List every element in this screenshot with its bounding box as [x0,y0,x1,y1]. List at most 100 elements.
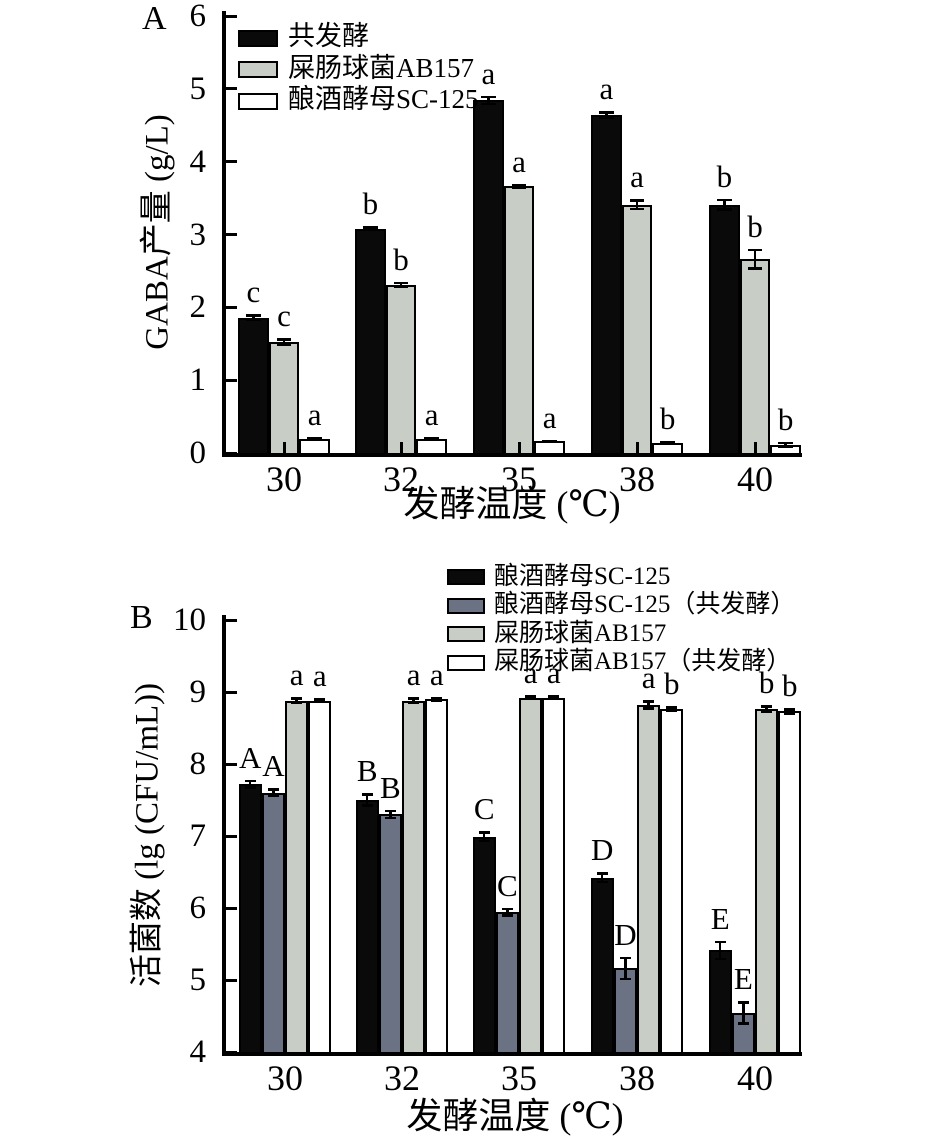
y-axis-tick [226,762,237,766]
error-bar-cap-top [511,183,527,187]
y-axis-line [222,615,226,1056]
significance-letter: a [630,159,644,195]
error-bar-cap-top [525,695,537,698]
error-bar-cap-top [599,111,614,114]
bar [261,792,285,1054]
significance-letter: A [238,739,262,775]
legend-swatch [447,654,485,671]
x-tick-label: 32 [383,459,419,499]
error-bar-line [753,249,757,269]
error-bar-cap-bottom [596,880,608,884]
error-bar-line [252,315,255,320]
error-bar-cap-bottom [501,914,513,917]
significance-letter: a [542,399,557,435]
significance-letter: b [362,186,379,222]
error-bar-line [282,339,286,346]
error-bar-cap-bottom [267,794,279,798]
error-bar-cap-bottom [291,701,303,704]
significance-letter: B [356,753,378,789]
error-bar-cap-top [246,314,261,317]
bar [590,877,614,1054]
error-bar-cap-bottom [761,710,773,714]
legend-label: 酿酒酵母SC-125 [494,562,671,590]
error-bar-cap-bottom [666,709,678,713]
y-tick-label: 5 [189,70,207,107]
y-tick-label: 1 [189,362,207,399]
x-axis-tick [517,442,521,453]
significance-letter: a [312,658,327,694]
error-bar-cap-top [276,338,292,341]
y-axis-tick [226,906,237,910]
error-bar-cap-bottom [643,707,655,710]
error-bar-cap-bottom [384,816,396,819]
y-axis-tick [226,451,237,455]
bar [378,814,402,1054]
bar [385,284,417,455]
error-bar-cap-top [291,697,303,700]
bar [425,699,449,1054]
x-axis-tick [282,442,286,453]
error-bar-cap-bottom [784,712,796,715]
error-bar-cap-top [244,779,256,783]
x-axis-line [222,453,802,457]
error-bar-cap-bottom [478,839,490,843]
error-bar-cap-top [629,199,645,202]
significance-letter: c [277,298,291,334]
error-bar-cap-bottom [629,207,645,210]
error-bar-cap-bottom [714,957,726,961]
y-tick-label: 6 [189,890,207,926]
error-bar-cap-top [761,705,773,708]
significance-letter: b [782,668,798,704]
error-bar-cap-top [714,940,726,944]
x-tick-label: 30 [267,1058,303,1098]
legend-label: 屎肠球菌AB157（共发酵） [494,648,792,676]
error-bar-cap-bottom [276,343,292,347]
error-bar-cap-bottom [542,440,557,444]
legend-label: 酿酒酵母SC-125 [288,84,479,115]
error-bar-cap-top [431,696,443,700]
y-axis-line [222,11,226,457]
error-bar-line [647,701,650,709]
error-bar-line [487,96,490,105]
error-bar-line [399,282,403,287]
significance-letter: a [512,143,526,179]
error-bar-cap-top [408,697,420,700]
error-bar-cap-bottom [314,700,326,704]
error-bar-cap-bottom [408,701,420,704]
bar [308,700,332,1054]
significance-letter: C [473,791,495,827]
error-bar-cap-top [666,706,678,709]
x-tick-label: 32 [384,1058,420,1098]
error-bar-cap-bottom [717,208,732,211]
significance-letter: a [289,657,304,693]
significance-letter: a [406,657,421,693]
error-bar-cap-top [501,907,513,911]
bar [660,709,684,1054]
significance-letter: b [664,666,680,702]
error-bar-line [670,707,674,712]
error-bar-line [723,199,726,210]
error-bar-line [412,698,415,703]
error-bar-cap-bottom [481,102,496,106]
x-tick-label: 38 [619,459,655,499]
error-bar-cap-bottom [363,228,378,232]
bar [355,800,379,1054]
significance-letter: a [641,660,656,696]
error-bar-cap-bottom [246,318,261,321]
error-bar-line [765,706,768,713]
x-axis-line [222,1052,802,1056]
x-axis-tick [635,1041,639,1052]
legend-label: 共发酵 [288,21,369,52]
y-axis-tick [226,618,237,622]
bar [503,186,535,455]
error-bar-cap-bottom [548,697,560,701]
error-bar-line [272,789,275,797]
error-bar-cap-top [267,788,279,791]
error-bar-cap-top [717,198,732,202]
bar [591,115,622,455]
x-axis-tick [753,1041,757,1052]
y-axis-tick [226,690,237,694]
x-tick-label: 35 [501,1058,537,1098]
y-axis-tick [226,1050,237,1054]
